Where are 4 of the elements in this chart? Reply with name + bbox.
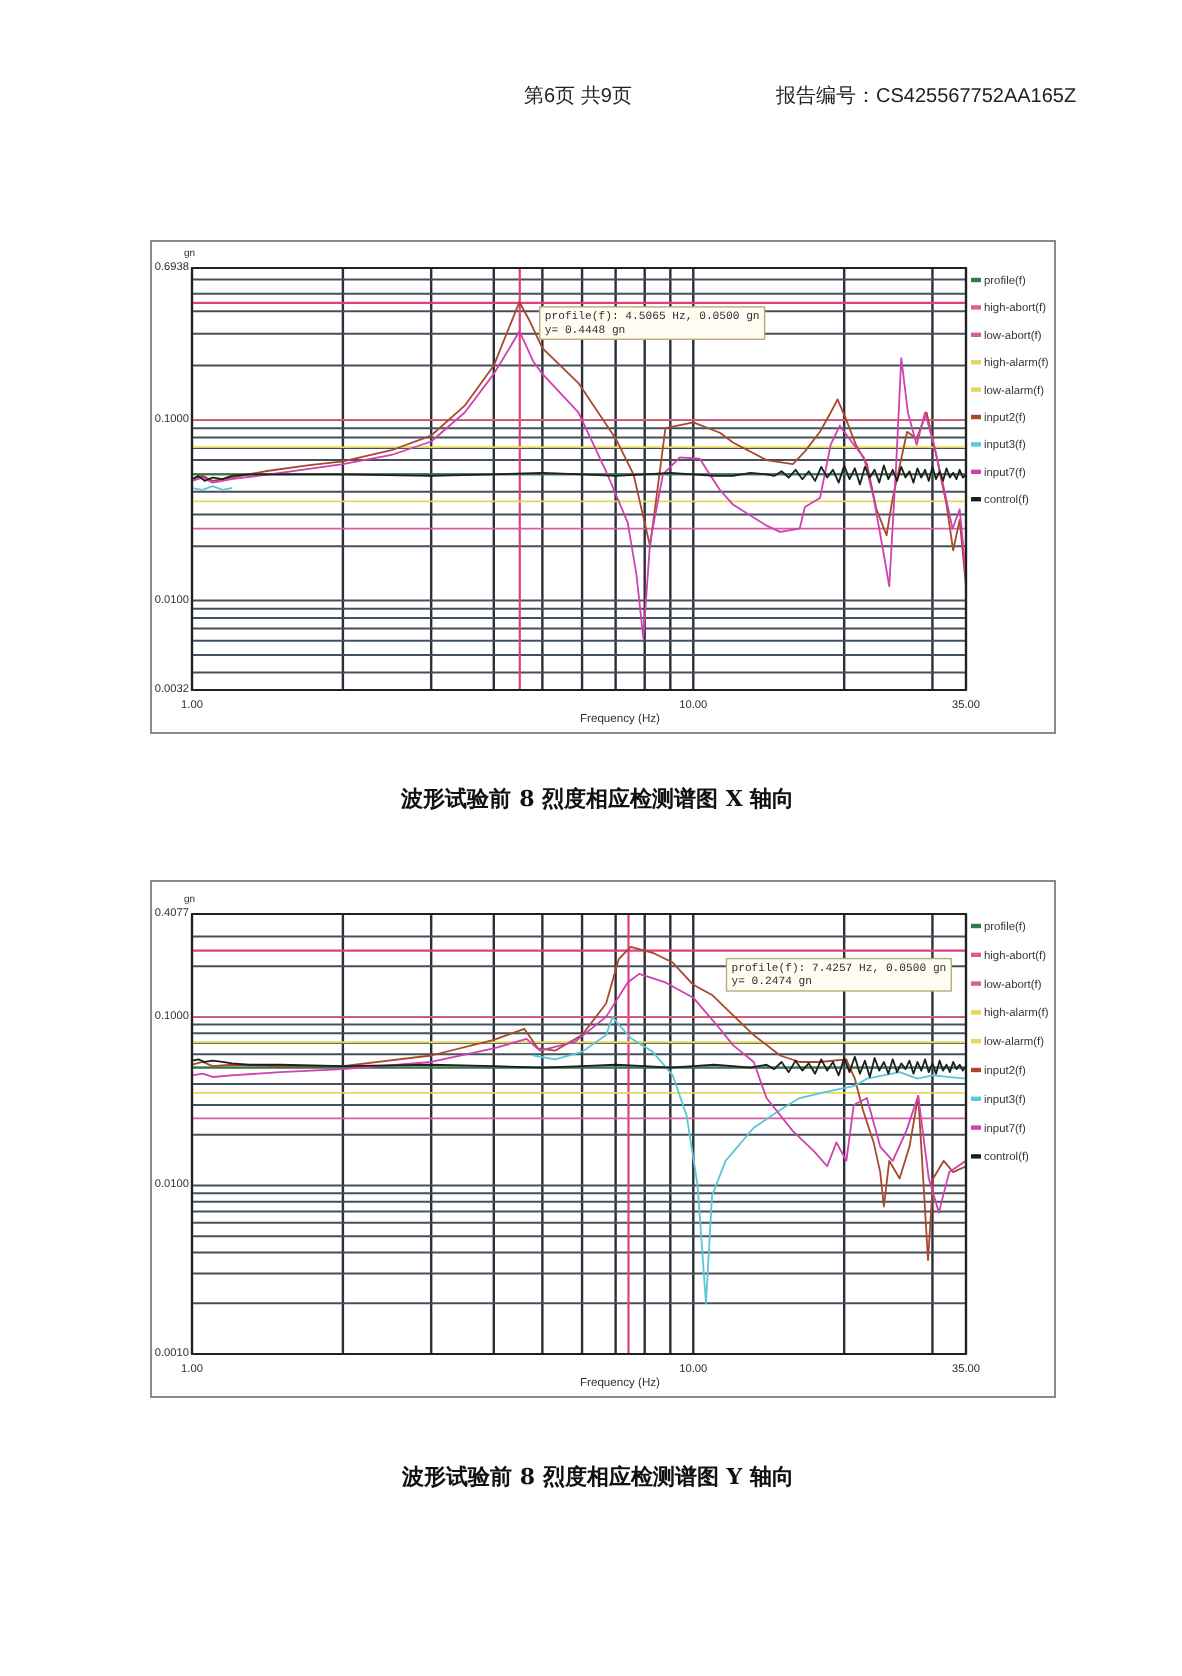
text: 波形试验前 8 烈度相应检测谱图 Y 轴向	[400, 1464, 794, 1490]
text: 第6页 共9页	[524, 84, 632, 108]
text: 波形试验前 8 烈度相应检测谱图 X 轴向	[399, 786, 795, 812]
text: 报告编号：CS425567752AA165Z	[774, 84, 1077, 108]
